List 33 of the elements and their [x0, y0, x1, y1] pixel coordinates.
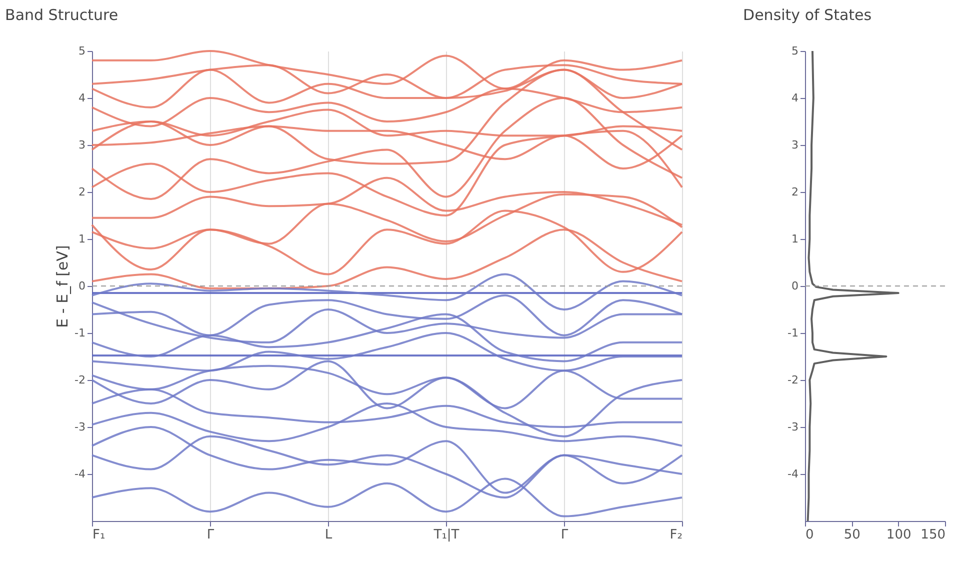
y-tick-label: 4: [792, 92, 798, 104]
x-tick-label: Γ: [560, 528, 569, 542]
y-tick-label: 2: [78, 186, 86, 198]
y-tick-label: -2: [788, 374, 798, 386]
x-tick-label: 100: [886, 528, 912, 542]
y-tick-label: 3: [78, 138, 86, 152]
y-tick-label: 1: [78, 232, 86, 246]
x-tick-label: F₂: [670, 528, 682, 542]
x-tick-label: 150: [920, 528, 946, 542]
chart-title: Band Structure: [5, 6, 118, 24]
y-tick-label: 0: [792, 280, 798, 292]
y-tick-label: -3: [74, 420, 86, 434]
y-tick-label: 2: [792, 186, 798, 198]
x-tick-label: 50: [844, 528, 860, 542]
y-tick-label: -3: [788, 420, 798, 434]
y-tick-label: -1: [788, 326, 798, 340]
y-tick-label: 5: [78, 44, 86, 58]
y-tick-label: 1: [792, 232, 798, 246]
chart-title: Density of States: [743, 6, 872, 24]
y-tick-label: 4: [78, 92, 86, 104]
x-tick-label: T₁|T: [432, 528, 460, 542]
y-axis-title: E - E_f [eV]: [54, 245, 72, 328]
x-tick-label: 0: [806, 528, 814, 542]
y-tick-label: 3: [792, 138, 798, 152]
y-tick-label: -4: [788, 468, 798, 480]
y-tick-label: -2: [74, 374, 86, 386]
x-tick-label: Γ: [206, 528, 215, 542]
y-tick-label: 0: [78, 280, 86, 292]
x-tick-label: L: [324, 528, 333, 542]
x-tick-label: F₁: [92, 528, 106, 542]
y-tick-label: -1: [74, 326, 86, 340]
y-tick-label: -4: [74, 468, 86, 480]
y-tick-label: 5: [792, 44, 798, 58]
